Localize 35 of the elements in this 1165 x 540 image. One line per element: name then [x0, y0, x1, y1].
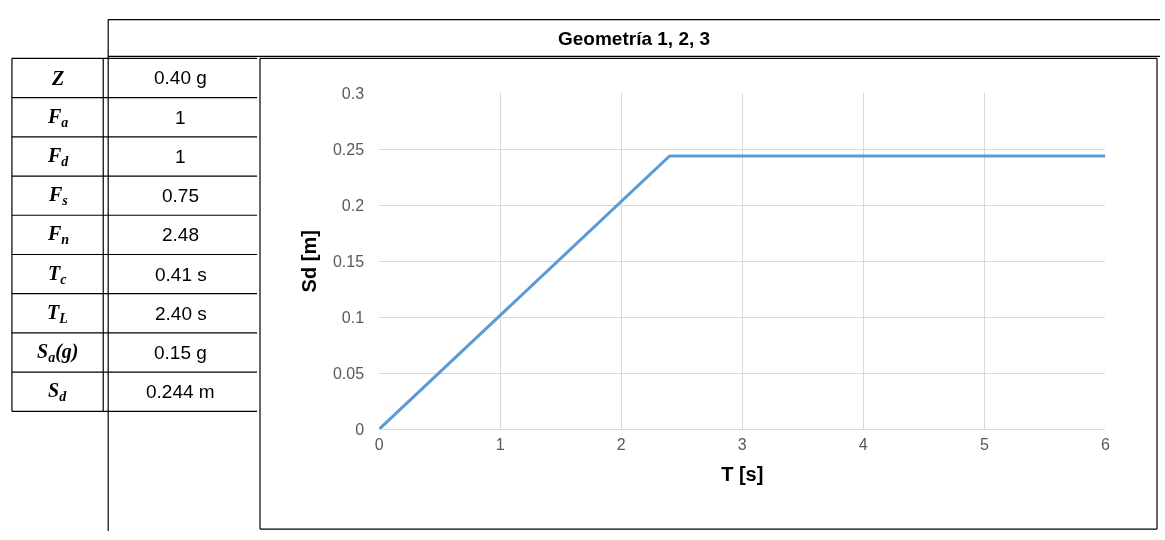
y-tick-label: 0.15: [332, 252, 365, 270]
y-tick-label: 0: [355, 420, 365, 438]
x-tick-label: 3: [737, 435, 747, 453]
x-tick-label: 4: [858, 435, 868, 453]
x-tick-label: 1: [495, 435, 505, 453]
y-axis-title: Sd [m]: [298, 230, 321, 293]
y-tick-label: 0.25: [332, 140, 365, 158]
chart-title: Geometría 1, 2, 3: [558, 28, 711, 49]
text: T$_{c}$: [48, 262, 68, 288]
y-tick-label: 0.3: [341, 84, 365, 102]
text: Z: [51, 67, 65, 89]
text: F$_{a}$: [47, 105, 69, 131]
y-tick-label: 0.05: [332, 364, 365, 382]
x-tick-label: 5: [979, 435, 989, 453]
text: S$_{a}$(g): [37, 340, 79, 366]
text: F$_{n}$: [47, 222, 70, 248]
text: 0.15 g: [154, 342, 207, 363]
text: 0.41 s: [155, 264, 207, 285]
text: 0.244 m: [146, 381, 215, 402]
text: 2.48: [162, 224, 199, 245]
text: F$_{s}$: [48, 183, 69, 209]
x-tick-label: 6: [1100, 435, 1110, 453]
x-tick-label: 2: [616, 435, 626, 453]
text: 2.40 s: [155, 303, 207, 324]
y-tick-label: 0.2: [341, 196, 365, 214]
y-tick-label: 0.1: [341, 308, 365, 326]
text: 1: [175, 146, 186, 167]
text: 0.40 g: [154, 67, 207, 88]
x-axis-title: T [s]: [721, 463, 764, 486]
text: T$_{L}$: [47, 301, 68, 327]
text: 1: [175, 107, 186, 128]
text: 0.75: [162, 185, 199, 206]
text: F$_{d}$: [47, 144, 70, 170]
x-tick-label: 0: [374, 435, 384, 453]
text: S$_{d}$: [48, 379, 68, 405]
